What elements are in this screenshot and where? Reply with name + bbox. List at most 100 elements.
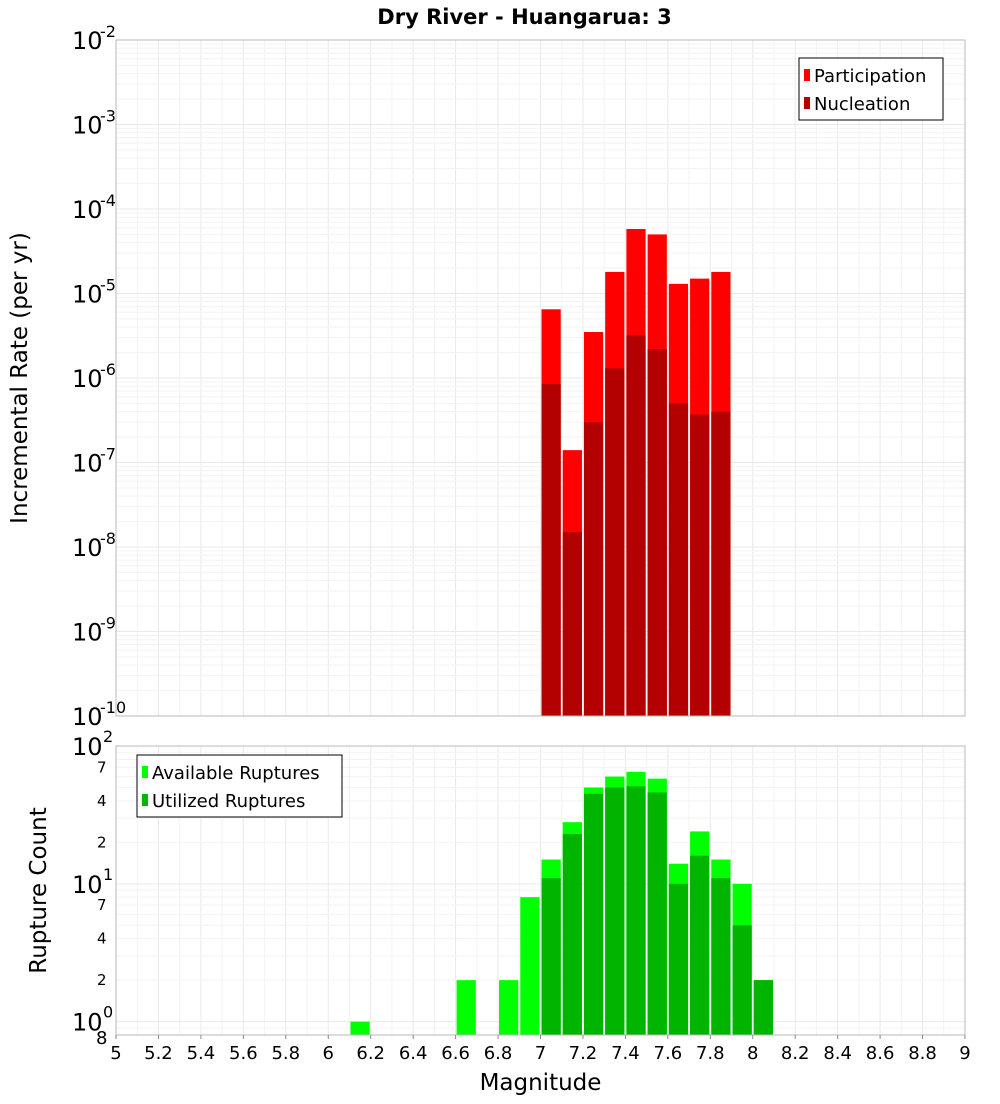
x-tick-label: 9: [959, 1043, 970, 1064]
x-tick-label: 7.8: [696, 1043, 725, 1064]
y-tick-exponent: -6: [100, 360, 116, 379]
utilized-ruptures-bar: [605, 787, 625, 1035]
x-tick-label: 5.6: [229, 1043, 258, 1064]
x-tick-label: 8.2: [781, 1043, 810, 1064]
y-minor-tick-label: 4: [97, 930, 107, 948]
nucleation-bar: [647, 349, 667, 716]
utilized-ruptures-bar: [732, 925, 752, 1035]
available-ruptures-bar: [456, 980, 476, 1035]
legend-swatch: [804, 69, 810, 81]
x-tick-label: 8.8: [908, 1043, 937, 1064]
y-tick-exponent: 0: [103, 1003, 113, 1022]
legend-swatch: [804, 97, 810, 109]
y-tick-exponent: -3: [100, 107, 116, 126]
utilized-ruptures-bar: [626, 786, 646, 1035]
utilized-ruptures-bar: [541, 878, 561, 1035]
utilized-ruptures-group: [541, 786, 773, 1035]
utilized-ruptures-bar: [711, 878, 731, 1035]
x-tick-label: 5.4: [187, 1043, 216, 1064]
y-tick-exponent: -5: [100, 276, 116, 295]
nucleation-bar: [562, 532, 582, 716]
y-tick-label: 10: [72, 733, 103, 761]
y-tick-exponent: 2: [103, 727, 113, 746]
utilized-ruptures-bar: [668, 883, 689, 1035]
x-tick-label: 5.2: [144, 1043, 173, 1064]
top-grid: [115, 39, 966, 717]
y-tick-exponent: -9: [100, 614, 116, 633]
x-tick-label: 7: [535, 1043, 546, 1064]
bottom-y-axis-label: Rupture Count: [26, 807, 52, 973]
x-tick-label: 5: [110, 1043, 121, 1064]
nucleation-group: [541, 335, 731, 716]
y-tick-exponent: -7: [100, 445, 116, 464]
top-y-axis-label: Incremental Rate (per yr): [7, 232, 33, 524]
y-tick-label: 10: [72, 1009, 103, 1037]
y-tick-label: 10: [72, 534, 103, 562]
chart-title: Dry River - Huangarua: 3: [377, 5, 671, 29]
y-tick-label: 10: [72, 27, 103, 55]
top-legend: Participation Nucleation: [798, 57, 944, 121]
utilized-ruptures-bar: [583, 793, 604, 1035]
y-tick-exponent: -2: [100, 22, 116, 41]
y-tick-label: 10: [72, 871, 103, 899]
x-tick-label: 6.8: [484, 1043, 513, 1064]
x-tick-label: 7.4: [611, 1043, 640, 1064]
y-tick-label: 10: [72, 281, 103, 309]
nucleation-bar: [583, 422, 604, 716]
legend-swatch: [142, 794, 148, 806]
x-ticks: 5 5.2 5.4 5.6 5.8 6 6.2 6.4 6.6 6.8 7 7.2 7.4 7.6 7.8 8…: [110, 1035, 971, 1064]
x-tick-label: 7.6: [654, 1043, 683, 1064]
y-tick-exponent: 1: [103, 865, 113, 884]
legend-label: Utilized Ruptures: [152, 791, 305, 812]
top-y-ticks: 10-210-310-410-510-610-710-810-910-10: [72, 22, 126, 731]
y-minor-tick-label: 4: [97, 792, 107, 810]
available-ruptures-bar: [499, 980, 519, 1035]
nucleation-bar: [711, 411, 731, 716]
x-tick-label: 6.6: [441, 1043, 470, 1064]
y-tick-exponent: -8: [100, 529, 116, 548]
utilized-ruptures-bar: [562, 833, 582, 1035]
bottom-legend: Available Ruptures Utilized Ruptures: [136, 754, 343, 818]
y-minor-tick-label: 7: [97, 758, 107, 776]
x-axis-label: Magnitude: [480, 1070, 602, 1096]
x-tick-label: 7.2: [569, 1043, 598, 1064]
top-plot-border: [115, 39, 966, 717]
y-tick-label: 10: [72, 619, 103, 647]
y-minor-tick-label: 7: [97, 896, 107, 914]
nucleation-bar: [626, 335, 646, 716]
available-ruptures-bar: [520, 897, 540, 1035]
nucleation-bar: [541, 383, 561, 716]
x-tick-label: 8.4: [823, 1043, 852, 1064]
x-tick-label: 6: [323, 1043, 334, 1064]
y-tick-exponent: -4: [100, 191, 116, 210]
utilized-ruptures-bar: [647, 792, 667, 1035]
x-tick-label: 6.2: [356, 1043, 385, 1064]
y-tick-label: 10: [72, 365, 103, 393]
y-tick-exponent: -10: [100, 698, 126, 717]
y-tick-label: 10: [72, 703, 103, 731]
legend-label: Participation: [814, 66, 926, 87]
available-ruptures-bar: [350, 1021, 370, 1035]
legend-label: Available Ruptures: [152, 763, 320, 784]
y-minor-tick-label: 2: [97, 833, 107, 851]
legend-label: Nucleation: [814, 94, 910, 115]
nucleation-bar: [605, 368, 625, 716]
y-tick-label: 8: [96, 1028, 107, 1049]
legend-swatch: [142, 766, 148, 778]
x-tick-label: 8: [747, 1043, 758, 1064]
x-tick-label: 8.6: [866, 1043, 895, 1064]
x-tick-label: 6.4: [399, 1043, 428, 1064]
y-tick-label: 10: [72, 112, 103, 140]
legend-box: [798, 57, 944, 121]
nucleation-bar: [690, 414, 710, 716]
utilized-ruptures-bar: [690, 855, 710, 1035]
y-minor-tick-label: 2: [97, 971, 107, 989]
legend-box: [136, 754, 343, 818]
utilized-ruptures-bar: [753, 980, 773, 1035]
y-tick-label: 10: [72, 450, 103, 478]
x-tick-label: 5.8: [271, 1043, 300, 1064]
nucleation-bar: [668, 403, 689, 716]
